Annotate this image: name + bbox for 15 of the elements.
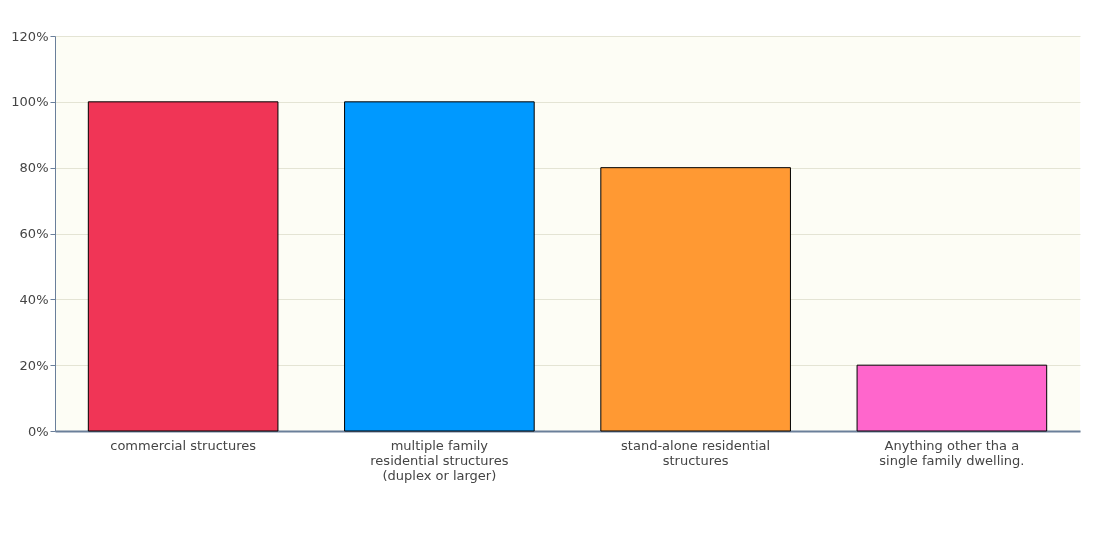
y-tick-label: 40% [19,291,49,307]
x-tick-label: multiple family residential structures (duplex or larger) [370,437,509,483]
y-tick-label: 0% [27,423,49,439]
y-tick-label: 20% [19,357,49,373]
bar [87,101,279,432]
y-tick-label: 100% [11,94,49,110]
bar [856,364,1048,432]
y-tick-label: 80% [19,160,49,176]
y-tick-label: 60% [19,226,49,241]
y-tick-label: 120% [11,28,49,44]
x-tick-label: stand-alone residential structures [621,437,771,468]
bar [344,101,535,432]
x-tick-label: commercial structures [110,437,257,453]
bar [600,167,791,432]
x-tick-label: Anything other tha a single family dwelling. [879,437,1025,468]
